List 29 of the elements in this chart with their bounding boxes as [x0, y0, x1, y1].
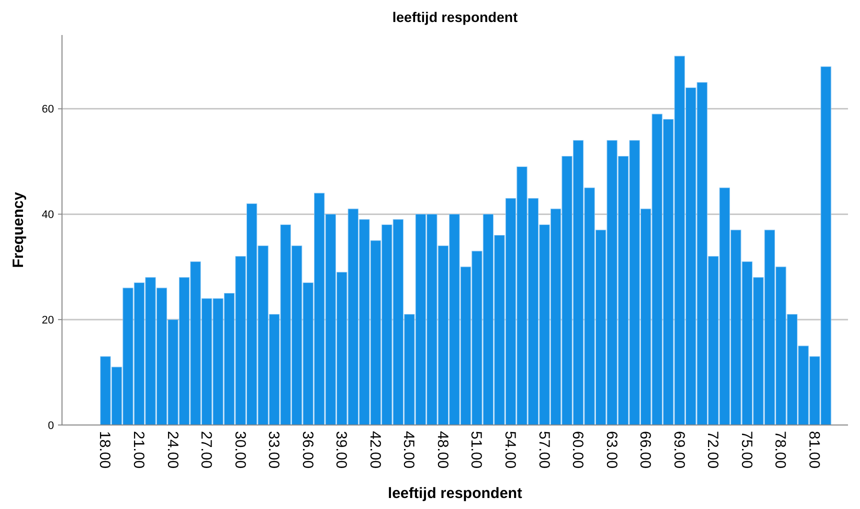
- x-tick-label: 60.00: [569, 431, 586, 469]
- x-tick-label: 66.00: [636, 431, 654, 469]
- x-tick-label: 75.00: [738, 431, 755, 469]
- chart-title: leeftijd respondent: [392, 9, 518, 25]
- x-tick-label: 63.00: [602, 431, 620, 469]
- x-tick-label: 33.00: [265, 431, 282, 469]
- x-tick-label: 78.00: [772, 431, 789, 469]
- x-tick-label: 36.00: [298, 431, 316, 469]
- x-tick-label: 39.00: [332, 431, 350, 469]
- x-tick-label: 57.00: [535, 431, 552, 469]
- x-tick-label: 18.00: [96, 431, 114, 469]
- x-tick-label: 42.00: [366, 431, 384, 469]
- x-tick-label: 21.00: [130, 431, 147, 469]
- x-tick-label: 51.00: [468, 431, 485, 469]
- y-tick-label: 20: [42, 314, 54, 326]
- x-tick-label: 72.00: [704, 431, 722, 469]
- x-tick-label: 27.00: [198, 431, 215, 469]
- x-tick-label: 69.00: [670, 431, 688, 469]
- x-tick-label: 81.00: [805, 431, 822, 469]
- y-tick-label: 0: [48, 420, 54, 432]
- x-tick-label: 30.00: [231, 431, 248, 469]
- y-tick-label: 40: [42, 209, 54, 222]
- x-tick-label: 54.00: [501, 431, 518, 469]
- x-axis-title: leeftijd respondent: [388, 485, 522, 502]
- x-tick-label: 48.00: [434, 431, 451, 469]
- y-tick-label: 60: [42, 104, 54, 116]
- y-axis-title: Frequency: [10, 191, 27, 268]
- x-tick-label: 45.00: [400, 431, 418, 469]
- x-tick-label: 24.00: [164, 431, 181, 469]
